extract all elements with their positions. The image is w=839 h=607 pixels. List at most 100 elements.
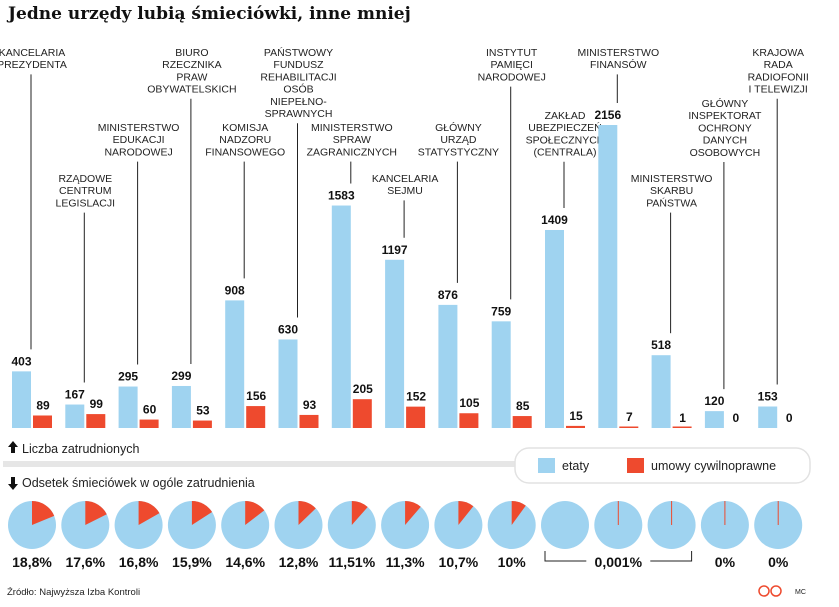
pie — [327, 501, 376, 549]
bar-group: 120 0 GŁÓWNYINSPEKTORATOCHRONYDANYCHOSOBOW… — [688, 97, 762, 428]
bar-umowy — [192, 420, 212, 428]
category-label: UBEZPIECZEŃ — [528, 121, 602, 134]
legend-swatch-etaty — [538, 458, 555, 473]
percent-label: 18,8% — [12, 554, 52, 570]
value-label-umowy: 99 — [90, 397, 104, 411]
category-label: SPRAW — [333, 134, 371, 146]
bar-umowy — [299, 414, 319, 428]
value-label-umowy: 85 — [516, 399, 530, 413]
category-label: MINISTERSTWO — [631, 173, 713, 185]
pie — [487, 501, 536, 549]
percent-label: 11,51% — [328, 554, 375, 570]
pie — [700, 501, 749, 549]
pie-slice-umowy — [458, 501, 474, 525]
arrow-down-icon — [8, 477, 18, 490]
pie — [61, 501, 110, 549]
category-label: FINANSOWEGO — [205, 146, 285, 158]
value-label-umowy: 152 — [406, 390, 426, 404]
value-label-umowy: 93 — [303, 398, 317, 412]
chart-title: Jedne urzędy lubią śmieciówki, inne mnie… — [8, 4, 411, 24]
value-label-etaty: 1409 — [541, 213, 568, 227]
percent-label: 11,3% — [386, 554, 425, 570]
category-label: PAMIĘCI — [490, 59, 532, 71]
legend-swatch-umowy — [627, 458, 644, 473]
pie — [647, 501, 696, 549]
value-label-umowy: 105 — [459, 396, 479, 410]
bar-umowy — [406, 406, 426, 428]
percent-label: 0% — [715, 554, 736, 570]
percent-label: 0% — [768, 554, 789, 570]
value-label-etaty: 299 — [171, 369, 191, 383]
value-label-umowy: 15 — [569, 409, 583, 423]
bars-section-label: Liczba zatrudnionych — [22, 442, 139, 456]
value-label-etaty: 1583 — [328, 189, 355, 203]
pie — [754, 501, 803, 549]
category-label: PAŃSTWA — [646, 196, 697, 209]
divider — [3, 461, 523, 467]
category-label: SPOŁECZNYCH — [526, 134, 605, 146]
pie — [221, 501, 270, 549]
category-label: RZĄDOWE — [58, 173, 112, 185]
category-label: KRAJOWA — [752, 47, 804, 59]
category-label: ZAKŁAD — [545, 110, 586, 122]
category-label: LEGISLACJI — [56, 197, 116, 209]
category-label: RZECZNIKA — [162, 59, 222, 71]
percent-label: 10% — [498, 554, 527, 570]
category-label: OBYWATELSKICH — [147, 84, 236, 96]
pie — [167, 501, 216, 549]
pie — [434, 501, 483, 549]
value-label-umowy: 205 — [353, 382, 373, 396]
bar-etaty — [331, 205, 351, 428]
category-label: KANCELARIA — [372, 173, 439, 185]
bar-umowy — [246, 406, 266, 428]
bar-umowy — [459, 413, 479, 428]
value-label-etaty: 403 — [11, 354, 31, 368]
value-label-etaty: 908 — [225, 283, 245, 297]
category-label: CENTRUM — [59, 185, 112, 197]
bar-etaty — [651, 355, 671, 428]
category-label: NADZORU — [219, 134, 271, 146]
value-label-etaty: 518 — [651, 338, 671, 352]
value-label-etaty: 167 — [65, 388, 85, 402]
category-label: MINISTERSTWO — [98, 122, 180, 134]
bar-umowy — [33, 415, 52, 428]
category-label: KOMISJA — [222, 122, 268, 134]
category-label: ZAGRANICZNYCH — [307, 146, 397, 158]
pie-slice-umowy — [298, 501, 316, 525]
arrow-up-icon — [8, 441, 18, 453]
bar-etaty — [385, 259, 405, 428]
source-note: Źródło: Najwyższa Izba Kontroli — [7, 587, 140, 598]
bar-etaty — [278, 339, 298, 428]
value-label-etaty: 120 — [704, 394, 724, 408]
bar-umowy — [352, 399, 372, 428]
pie — [8, 501, 56, 549]
bar-etaty — [171, 385, 191, 428]
bar-umowy — [86, 414, 106, 428]
legend: etaty umowy cywilnoprawne — [514, 447, 811, 484]
category-label: NARODOWEJ — [104, 146, 172, 158]
category-label: INSPEKTORAT — [688, 110, 762, 122]
pie — [114, 501, 163, 549]
pie-slice-umowy — [351, 501, 368, 525]
author-credit: MC — [795, 589, 806, 596]
pie — [594, 501, 643, 549]
value-label-etaty: 876 — [438, 288, 458, 302]
pie-slice-umowy — [138, 501, 160, 525]
value-label-etaty: 630 — [278, 322, 298, 336]
bar-umowy — [566, 425, 585, 428]
value-label-etaty: 759 — [491, 304, 511, 318]
category-label: NARODOWEJ — [478, 71, 546, 83]
legend-label-umowy: umowy cywilnoprawne — [651, 459, 776, 473]
value-label-etaty: 1197 — [382, 243, 408, 257]
bar-etaty — [704, 411, 724, 428]
category-label: DANYCH — [703, 135, 747, 147]
category-label: GŁÓWNY — [435, 121, 482, 134]
percent-label: 16,8% — [119, 554, 159, 570]
pie-slice-umowy — [191, 501, 213, 525]
